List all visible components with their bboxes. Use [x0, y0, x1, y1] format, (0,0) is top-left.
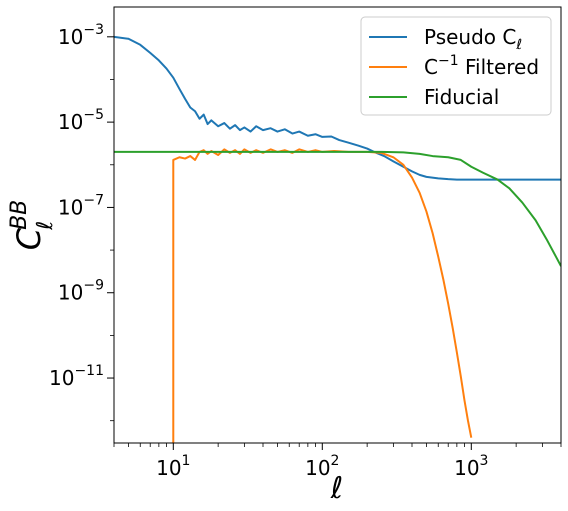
y-tick-label-4: 10−11: [49, 363, 104, 390]
y-axis-label-sub: ℓ: [33, 221, 58, 231]
series-layer: [114, 35, 561, 443]
x-axis-label: ℓ: [330, 471, 343, 506]
y-tick-label-2: 10−7: [58, 192, 104, 219]
legend-label-2: Fiducial: [424, 85, 499, 109]
x-tick-label-2: 103: [454, 453, 488, 480]
y-axis-label-sup: BB: [7, 200, 32, 230]
series-line-2: [114, 150, 561, 267]
legend-box: [360, 16, 552, 116]
y-tick-label-1: 10−5: [58, 107, 104, 134]
y-axis-label: CBBℓ: [7, 200, 58, 251]
legend-label-1: C−1 Filtered: [424, 53, 539, 79]
y-tick-label-0: 10−3: [58, 22, 104, 49]
legend-label-0: Pseudo Cℓ: [424, 25, 522, 53]
x-tick-label-1: 102: [305, 453, 339, 480]
y-tick-label-3: 10−9: [58, 278, 104, 305]
legend: Pseudo CℓC−1 Filtered Fiducial: [360, 16, 552, 116]
ticks-layer: 101 102 103 10−3 10−5 10−7 10−9 10−11: [49, 22, 562, 480]
series-line-0: [114, 35, 561, 181]
x-tick-label-0: 101: [156, 453, 190, 480]
y-axis-label-main: C: [10, 227, 48, 250]
plot-frame: [113, 6, 562, 444]
svg-text:CBBℓ: CBBℓ: [7, 200, 58, 251]
